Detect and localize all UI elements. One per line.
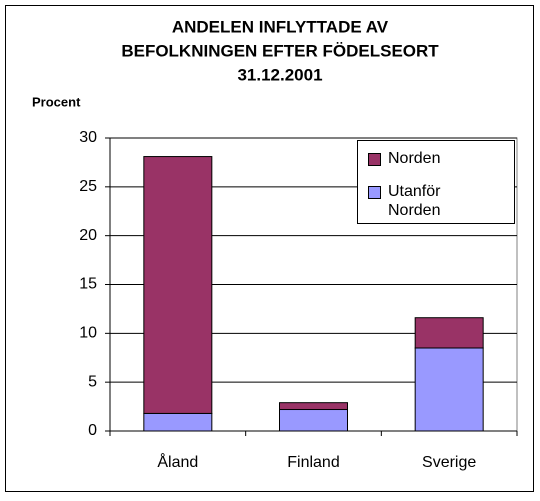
x-tick-label: Sverige	[422, 454, 476, 471]
y-tick-label: 30	[79, 129, 97, 146]
legend: Norden Utanför Norden	[357, 140, 515, 224]
x-tick-label: Åland	[157, 452, 198, 471]
chart-title: BEFOLKNINGEN EFTER FÖDELSEORT	[121, 41, 439, 60]
bar-segment	[279, 402, 348, 411]
legend-item: Utanför Norden	[368, 182, 468, 220]
bar-segment	[143, 412, 213, 432]
legend-swatch	[368, 153, 381, 166]
legend-label: Norden	[388, 150, 441, 167]
chart-title: 31.12.2001	[237, 65, 322, 84]
y-tick-label: 20	[79, 227, 97, 244]
y-axis-label: Procent	[32, 94, 81, 109]
bar-segment	[279, 409, 348, 432]
legend-label: Utanför Norden	[388, 183, 441, 219]
x-tick-label: Finland	[287, 454, 339, 471]
y-tick-label: 5	[88, 373, 97, 390]
y-tick-label: 10	[79, 325, 97, 342]
y-tick-label: 0	[88, 422, 97, 439]
chart-frame	[5, 5, 534, 492]
legend-swatch	[368, 186, 381, 199]
bar-segment	[143, 156, 213, 414]
legend-item: Norden	[368, 149, 508, 168]
y-tick-label: 25	[79, 178, 97, 195]
bar-segment	[414, 317, 484, 349]
y-tick-label: 15	[79, 276, 97, 293]
bar-segment	[414, 347, 484, 432]
chart-title: ANDELEN INFLYTTADE AV	[172, 17, 389, 36]
